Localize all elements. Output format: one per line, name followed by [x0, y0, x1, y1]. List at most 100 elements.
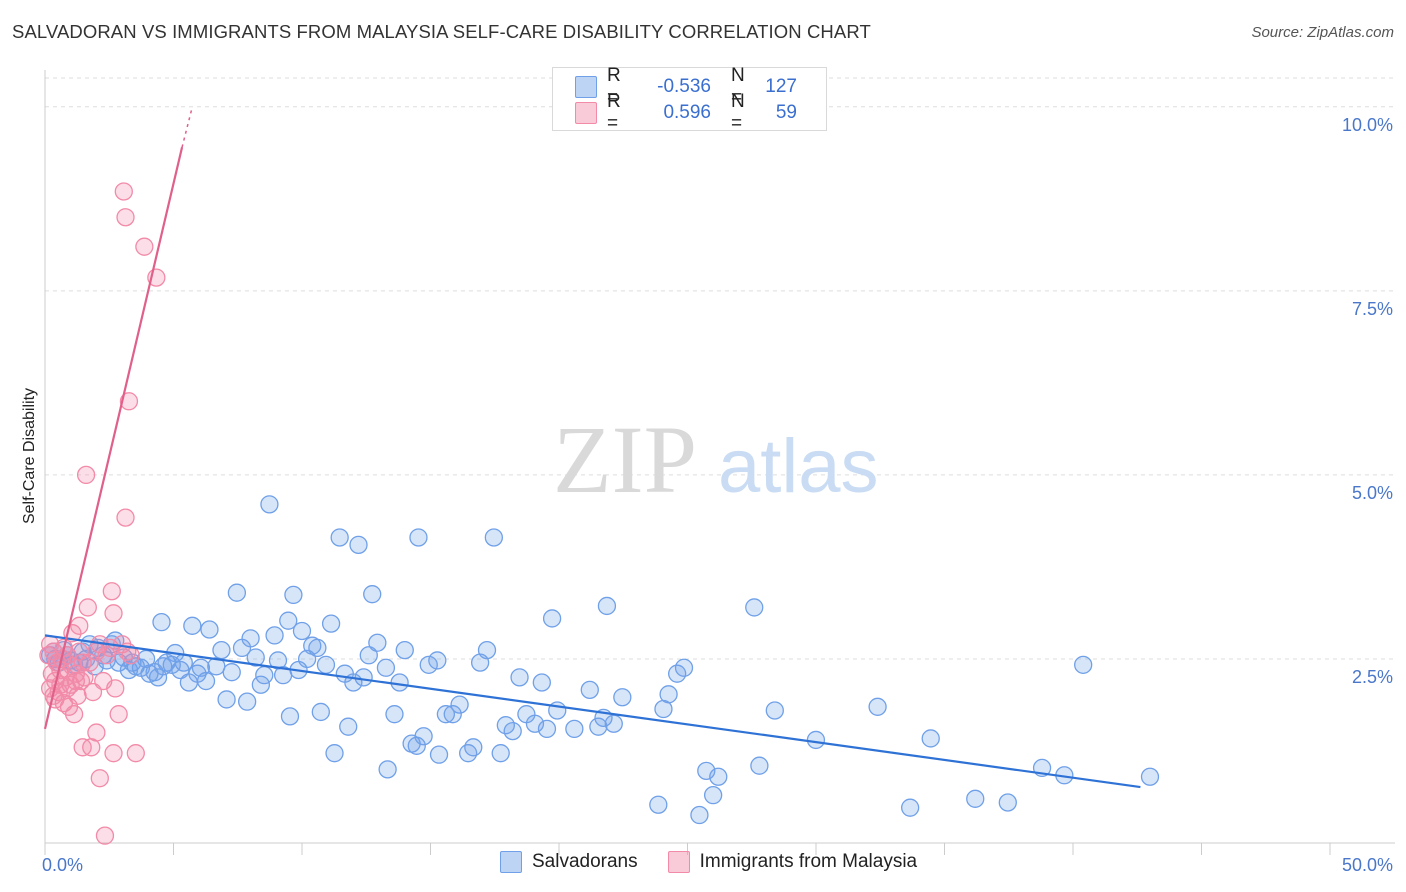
- chart-title: SALVADORAN VS IMMIGRANTS FROM MALAYSIA S…: [12, 21, 871, 42]
- y-axis-label: Self-Care Disability: [21, 388, 38, 524]
- data-point: [363, 585, 382, 604]
- data-point: [68, 686, 87, 705]
- data-point: [70, 616, 89, 635]
- series-legend-salvadorans[interactable]: Salvadorans: [500, 851, 638, 873]
- series-legend: Salvadorans Immigrants from Malaysia: [500, 851, 947, 873]
- chart-source: Source: ZipAtlas.com: [1251, 24, 1394, 41]
- series-label: Immigrants from Malaysia: [699, 851, 918, 872]
- data-point: [868, 697, 887, 716]
- series-legend-malaysia[interactable]: Immigrants from Malaysia: [667, 851, 918, 873]
- y-tick-label: 10.0%: [1342, 115, 1393, 135]
- data-point: [183, 616, 202, 635]
- legend-n-value: 127: [765, 76, 797, 97]
- data-point: [407, 736, 426, 755]
- data-point: [750, 756, 769, 775]
- series-label: Salvadorans: [532, 851, 638, 872]
- data-point: [464, 738, 483, 757]
- series-swatch-pink: [667, 851, 690, 873]
- data-point: [613, 688, 632, 707]
- data-point: [395, 640, 414, 660]
- data-point: [409, 528, 428, 547]
- data-point: [135, 237, 154, 256]
- data-point: [311, 702, 330, 722]
- watermark-zip: ZIP: [553, 406, 697, 513]
- data-point: [222, 663, 241, 682]
- data-point: [114, 182, 133, 201]
- data-point: [95, 826, 115, 845]
- legend-r-label: R =: [607, 65, 621, 108]
- data-point: [597, 596, 617, 616]
- data-point: [73, 738, 92, 757]
- data-point: [709, 767, 728, 786]
- data-point: [354, 668, 373, 687]
- data-point: [80, 653, 99, 672]
- data-point: [126, 744, 145, 763]
- legend-swatch-pink: [575, 102, 597, 124]
- data-point: [246, 648, 265, 667]
- trend-line: [43, 147, 184, 730]
- data-point: [321, 614, 341, 633]
- salvadorans-points: [40, 495, 1160, 825]
- data-point: [378, 760, 397, 779]
- data-point: [87, 723, 106, 742]
- legend-r-value: -0.536: [657, 76, 711, 97]
- data-point: [450, 695, 469, 714]
- data-point: [308, 638, 327, 658]
- legend-r-value: 0.596: [663, 102, 711, 123]
- x-tick-label: 0.0%: [42, 855, 83, 875]
- data-point: [227, 583, 247, 602]
- data-point: [998, 793, 1017, 812]
- y-tick-label: 2.5%: [1352, 667, 1393, 687]
- data-point: [280, 707, 300, 726]
- data-point: [484, 528, 504, 547]
- data-point: [376, 658, 396, 677]
- data-point: [152, 612, 171, 632]
- correlation-legend: R = -0.536 N = 127 R = 0.596 N = 59: [552, 65, 827, 134]
- data-point: [78, 598, 97, 617]
- data-point: [966, 789, 985, 808]
- data-point: [419, 655, 438, 674]
- trend-line-extension: [181, 106, 194, 148]
- data-point: [429, 745, 449, 764]
- data-point: [428, 651, 447, 670]
- data-point: [542, 609, 562, 628]
- data-point: [806, 730, 826, 750]
- legend-n-value: 59: [775, 102, 797, 123]
- data-point: [580, 680, 599, 700]
- data-point: [284, 585, 303, 605]
- data-point: [104, 744, 123, 763]
- data-point: [589, 717, 608, 736]
- series-swatch-blue: [500, 851, 522, 873]
- data-point: [674, 658, 694, 677]
- data-point: [1074, 655, 1093, 674]
- data-point: [251, 675, 271, 694]
- watermark-atlas: atlas: [718, 424, 879, 509]
- data-point: [64, 705, 84, 724]
- x-tick-label: 50.0%: [1342, 855, 1393, 875]
- data-point: [690, 805, 709, 825]
- data-point: [525, 714, 545, 733]
- data-point: [901, 798, 920, 817]
- data-point: [212, 640, 231, 660]
- data-point: [390, 673, 409, 692]
- data-point: [116, 508, 135, 527]
- data-point: [109, 705, 128, 724]
- data-point: [265, 626, 284, 645]
- data-point: [73, 653, 92, 672]
- data-point: [921, 729, 940, 748]
- legend-r-label: R =: [607, 91, 621, 134]
- data-point: [459, 744, 478, 763]
- data-point: [414, 727, 433, 746]
- legend-n-label: N =: [731, 65, 745, 108]
- data-point: [349, 535, 368, 554]
- data-point: [385, 705, 404, 724]
- malaysia-points: [39, 182, 166, 845]
- data-point: [649, 795, 668, 814]
- legend-n-label: N =: [731, 91, 745, 134]
- data-point: [217, 690, 236, 709]
- data-point: [106, 679, 125, 698]
- data-point: [116, 208, 135, 227]
- axes: [44, 70, 1395, 855]
- axis-labels: 2.5% 5.0% 7.5% 10.0% 0.0% 50.0% Self-Care Disa…: [21, 115, 1393, 875]
